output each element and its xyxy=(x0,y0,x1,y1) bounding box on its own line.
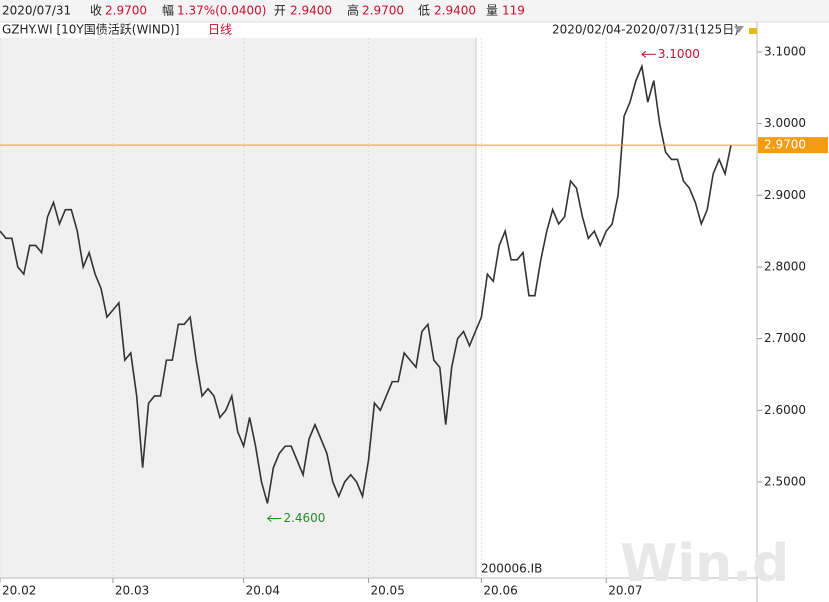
watermark: Win.d xyxy=(620,534,789,594)
annotation: 2.4600 xyxy=(283,511,325,525)
last-value-box xyxy=(758,137,828,154)
y-tick-label: 2.9000 xyxy=(764,188,806,202)
y-tick-label: 2.7000 xyxy=(764,331,806,345)
date-range[interactable]: 2020/02/04-2020/07/31(125日) xyxy=(552,23,739,37)
annotation-arrowhead xyxy=(641,50,647,58)
header-label: 开 xyxy=(274,4,286,18)
range-dropdown[interactable] xyxy=(734,26,744,33)
annotation-arrowhead xyxy=(267,515,272,522)
header-label: 幅 xyxy=(162,3,174,18)
header-value: 2.9400 xyxy=(434,4,476,18)
header-value: 2.9700 xyxy=(362,4,404,18)
price-line xyxy=(0,63,732,504)
header-value: 2.9700 xyxy=(105,4,147,18)
x-tick-label: 20.07 xyxy=(608,584,642,598)
x-tick-label: 20.02 xyxy=(2,584,36,598)
y-tick-label: 3.1000 xyxy=(764,44,806,58)
header-value: 119 xyxy=(502,4,525,18)
x-tick-label: 20.06 xyxy=(483,584,517,598)
period: 日线 xyxy=(208,23,232,37)
header-label: 高 xyxy=(347,3,359,18)
header-value: 1.37%(0.0400) xyxy=(177,4,266,18)
x-tick-label: 20.04 xyxy=(246,584,280,598)
header-date: 2020/07/31 xyxy=(2,4,71,18)
header-label: 量 xyxy=(486,4,498,18)
instrument: GZHY.WI [10Y国债活跃(WIND)] xyxy=(2,23,179,37)
last-value-label: 2.9700 xyxy=(764,138,806,152)
y-tick-label: 3.0000 xyxy=(764,116,806,130)
annotation: 3.1000 xyxy=(658,47,700,61)
header-bar xyxy=(0,0,829,22)
period-label: 200006.IB xyxy=(481,562,542,576)
shaded-region xyxy=(0,38,476,578)
y-tick-label: 2.6000 xyxy=(764,403,806,417)
x-tick-label: 20.03 xyxy=(115,584,149,598)
header-value: 2.9400 xyxy=(290,4,332,18)
lock-icon[interactable] xyxy=(749,28,757,34)
header-label: 收 xyxy=(90,4,102,18)
y-tick-label: 2.5000 xyxy=(764,474,806,488)
header-label: 低 xyxy=(418,4,430,18)
y-tick-label: 2.8000 xyxy=(764,259,806,273)
x-tick-label: 20.05 xyxy=(370,584,404,598)
